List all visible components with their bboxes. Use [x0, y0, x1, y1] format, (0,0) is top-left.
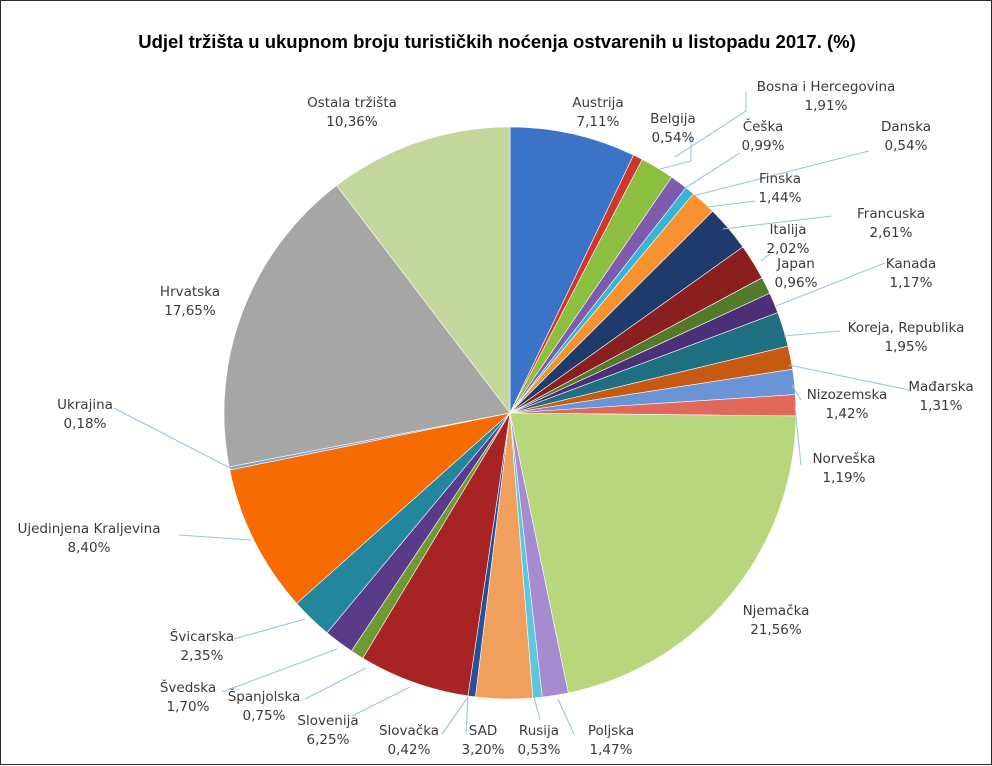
data-label-category: Nizozemska: [807, 387, 888, 403]
data-label-category: Češka: [743, 117, 784, 135]
data-label-category: Danska: [881, 119, 931, 135]
data-label-category: SAD: [469, 723, 497, 739]
data-label-category: Mađarska: [908, 379, 973, 395]
data-label-value: 0,18%: [64, 416, 107, 432]
data-label-category: Belgija: [650, 111, 696, 127]
data-label-value: 1,91%: [805, 98, 848, 114]
data-label-category: Hrvatska: [160, 284, 220, 300]
data-label-danska: Danska 0,54%: [881, 119, 931, 154]
data-label-italija: Italija 2,02%: [767, 222, 810, 257]
data-label-category: Austrija: [572, 95, 623, 111]
data-label-sad: SAD 3,20%: [462, 723, 505, 758]
data-label-category: Finska: [759, 171, 801, 187]
data-label-ostala-trzista: Ostala tržišta 10,36%: [307, 95, 397, 130]
data-label-value: 0,42%: [388, 742, 431, 758]
data-label-value: 2,02%: [767, 241, 810, 257]
data-label-value: 0,54%: [652, 130, 695, 146]
data-label-value: 1,70%: [167, 699, 210, 715]
data-label-category: Ujedinjena Kraljevina: [17, 521, 160, 537]
data-label-spanjolska: Španjolska 0,75%: [228, 687, 301, 724]
data-label-hrvatska: Hrvatska 17,65%: [160, 284, 220, 319]
data-label-austrija: Austrija 7,11%: [572, 95, 623, 130]
data-label-finska: Finska 1,44%: [759, 171, 802, 206]
data-label-category: Švicarska: [170, 627, 234, 645]
data-label-category: Japan: [776, 256, 815, 272]
data-label-value: 1,47%: [590, 742, 633, 758]
data-label-value: 10,36%: [326, 114, 378, 130]
data-label-ceska: Češka 0,99%: [742, 117, 785, 154]
data-label-value: 0,96%: [775, 275, 818, 291]
data-label-value: 0,99%: [742, 138, 785, 154]
data-label-value: 0,54%: [885, 138, 928, 154]
data-label-value: 8,40%: [68, 540, 111, 556]
data-label-value: 1,31%: [920, 398, 963, 414]
data-label-svedska: Švedska 1,70%: [160, 678, 216, 715]
pie-slices: [224, 127, 796, 699]
data-label-rusija: Rusija 0,53%: [518, 723, 561, 758]
data-label-francuska: Francuska 2,61%: [857, 206, 925, 241]
data-label-value: 21,56%: [750, 622, 802, 638]
leader-line-poljska: [558, 699, 574, 734]
data-label-slovenija: Slovenija 6,25%: [297, 713, 358, 748]
leader-line-ceska: [685, 153, 740, 188]
data-label-njemacka: Njemačka 21,56%: [743, 603, 810, 638]
leader-line-slovacka: [442, 697, 468, 734]
leader-line-svicarska: [234, 619, 305, 639]
data-label-nizozemska: Nizozemska 1,42%: [807, 387, 888, 422]
leader-line-koreja-republika: [784, 331, 840, 336]
leader-line-ukrajina: [114, 408, 232, 469]
data-label-poljska: Poljska 1,47%: [588, 723, 634, 758]
data-label-value: 1,42%: [826, 406, 869, 422]
chart-title: Udjel tržišta u ukupnom broju turistički…: [138, 31, 856, 52]
data-label-category: Kanada: [886, 256, 937, 272]
data-label-belgija: Belgija 0,54%: [650, 111, 696, 146]
data-label-category: Francuska: [857, 206, 925, 222]
data-label-category: Španjolska: [228, 687, 301, 705]
data-label-value: 2,61%: [870, 225, 913, 241]
data-label-value: 1,95%: [885, 339, 928, 355]
data-label-japan: Japan 0,96%: [775, 256, 818, 291]
data-label-value: 3,20%: [462, 742, 505, 758]
leader-line-finska: [707, 201, 755, 207]
data-label-svicarska: Švicarska 2,35%: [170, 627, 234, 664]
data-label-value: 0,53%: [518, 742, 561, 758]
data-label-value: 7,11%: [577, 114, 620, 130]
data-label-category: Bosna i Hercegovina: [757, 79, 896, 95]
data-label-category: Slovenija: [297, 713, 358, 729]
data-label-category: Koreja, Republika: [848, 320, 965, 336]
leader-line-slovenija: [352, 687, 410, 716]
leader-line-norveska: [795, 407, 801, 465]
data-label-category: Ukrajina: [57, 397, 113, 413]
data-label-ukrajina: Ukrajina 0,18%: [57, 397, 113, 432]
data-label-category: Italija: [769, 222, 806, 238]
data-label-category: Švedska: [160, 678, 216, 696]
data-label-norveska: Norveška 1,19%: [812, 451, 875, 486]
data-label-bosna-i-hercegovina: Bosna i Hercegovina 1,91%: [757, 79, 896, 114]
leader-line-rusija: [534, 697, 540, 720]
data-label-category: Ostala tržišta: [307, 95, 397, 111]
data-label-category: Slovačka: [379, 723, 439, 739]
leader-line-ujedinjena-kraljevina: [179, 535, 251, 540]
data-label-value: 1,44%: [759, 190, 802, 206]
data-label-category: Norveška: [812, 451, 875, 467]
data-label-slovacka: Slovačka 0,42%: [379, 723, 439, 758]
data-label-value: 2,35%: [181, 648, 224, 664]
data-label-value: 0,75%: [243, 708, 286, 724]
data-label-category: Poljska: [588, 723, 634, 739]
leader-line-sad: [466, 697, 468, 734]
data-label-madarska: Mađarska 1,31%: [908, 379, 973, 414]
data-label-value: 1,19%: [823, 470, 866, 486]
data-label-value: 6,25%: [307, 732, 350, 748]
leader-line-svedska: [222, 649, 337, 692]
data-label-category: Rusija: [519, 723, 559, 739]
data-label-category: Njemačka: [743, 603, 810, 619]
data-label-value: 1,17%: [890, 275, 933, 291]
data-label-ujedinjena-kraljevina: Ujedinjena Kraljevina 8,40%: [17, 521, 160, 556]
data-label-kanada: Kanada 1,17%: [886, 256, 937, 291]
leader-line-spanjolska: [305, 668, 366, 699]
data-label-koreja-republika: Koreja, Republika 1,95%: [848, 320, 965, 355]
data-label-value: 17,65%: [164, 303, 216, 319]
